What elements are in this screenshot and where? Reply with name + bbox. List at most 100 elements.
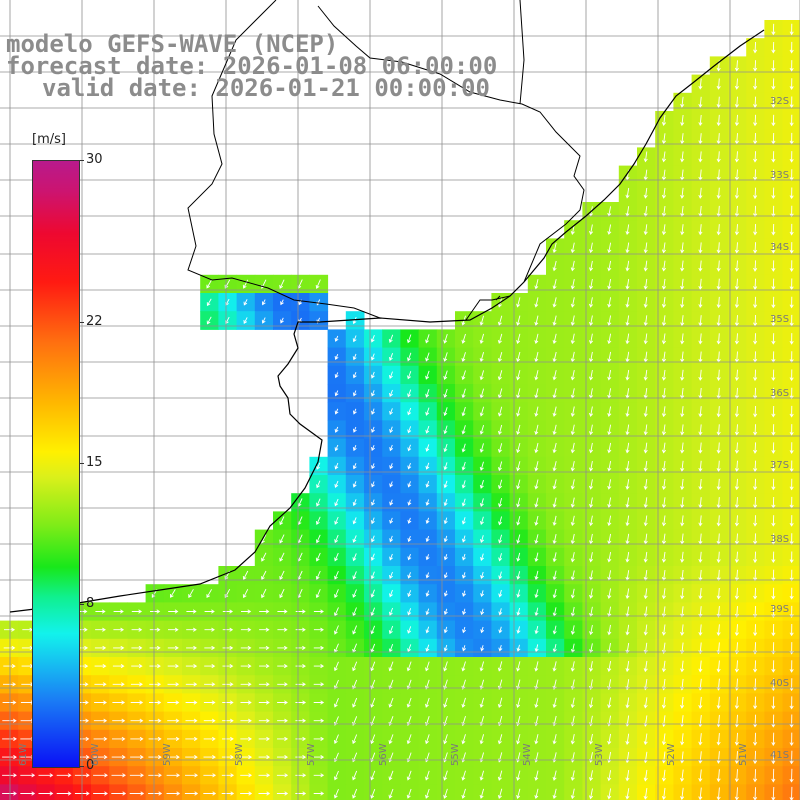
wind-arrow: [407, 352, 412, 362]
wind-arrow: [516, 679, 521, 690]
wind-arrow: [222, 700, 234, 705]
wind-arrow: [734, 587, 739, 600]
wind-arrow: [570, 297, 575, 308]
wind-arrow: [389, 444, 394, 452]
wind-arrow: [315, 552, 321, 562]
wind-arrow: [479, 516, 484, 526]
wind-arrow: [753, 442, 758, 454]
wind-arrow: [479, 479, 484, 489]
wind-arrow: [716, 315, 721, 327]
wind-arrow: [643, 733, 648, 746]
wind-arrow: [552, 351, 557, 363]
wind-arrow: [150, 609, 161, 614]
wind-arrow: [186, 609, 197, 614]
wind-arrow: [625, 187, 630, 199]
wind-arrow: [698, 242, 703, 254]
wind-arrow: [280, 299, 284, 306]
wind-arrow: [315, 516, 321, 525]
wind-arrow: [771, 242, 776, 254]
wind-arrow: [131, 664, 143, 669]
wind-arrow: [407, 626, 412, 634]
wind-arrow: [407, 572, 412, 579]
wind-arrow: [240, 755, 253, 760]
wind-arrow: [333, 734, 339, 744]
wind-arrow: [753, 187, 758, 200]
wind-arrow: [352, 571, 357, 580]
wind-arrow: [753, 587, 758, 600]
wind-arrow: [534, 351, 539, 363]
wind-arrow: [112, 736, 126, 741]
wind-arrow: [370, 770, 376, 781]
wind-arrow: [497, 424, 503, 435]
wind-arrow: [259, 627, 270, 632]
wind-arrow: [716, 242, 721, 254]
wind-arrow: [388, 334, 394, 344]
wind-arrow: [680, 696, 685, 709]
wind-arrow: [552, 552, 557, 563]
wind-arrow: [789, 714, 794, 728]
wind-arrow: [753, 369, 758, 382]
wind-arrow: [516, 788, 521, 800]
wind-arrow: [334, 372, 339, 379]
wind-arrow: [480, 608, 485, 616]
wind-arrow: [221, 773, 235, 778]
wind-arrows: [2, 23, 794, 800]
wind-arrow: [407, 462, 412, 470]
wind-arrow: [771, 442, 776, 454]
wind-arrow: [771, 551, 776, 564]
wind-arrow: [462, 608, 467, 616]
longitude-label: 52W: [666, 743, 677, 766]
wind-arrow: [753, 551, 758, 564]
wind-arrow: [352, 625, 358, 635]
wind-arrow: [734, 497, 739, 509]
wind-speed-cell: [200, 784, 219, 800]
wind-arrow: [461, 352, 466, 363]
wind-arrow: [588, 479, 594, 490]
wind-arrow: [261, 317, 266, 324]
wind-arrow: [479, 461, 484, 471]
wind-arrow: [388, 661, 394, 672]
wind-arrow: [643, 151, 648, 163]
wind-arrow: [516, 297, 521, 308]
wind-arrow: [388, 679, 394, 690]
wind-arrow: [516, 406, 521, 417]
wind-arrow: [277, 682, 288, 687]
wind-arrow: [316, 480, 321, 489]
wind-arrow: [334, 335, 339, 342]
wind-arrow: [352, 317, 357, 325]
wind-arrow: [607, 351, 612, 363]
wind-arrow: [643, 424, 648, 436]
wind-arrow: [570, 351, 575, 363]
wind-arrow: [497, 479, 503, 490]
wind-arrow: [276, 791, 289, 796]
wind-arrow: [588, 461, 594, 472]
wind-arrow: [698, 224, 703, 236]
wind-arrow: [206, 316, 212, 325]
wind-arrow: [352, 734, 358, 745]
wind-arrow: [552, 279, 557, 290]
wind-arrow: [698, 442, 703, 454]
wind-arrow: [680, 551, 685, 563]
wind-arrow: [716, 187, 721, 199]
wind-arrow: [221, 791, 235, 796]
wind-arrow: [625, 406, 630, 418]
wind-arrow: [607, 406, 612, 417]
wind-arrow: [498, 626, 503, 634]
wind-arrow: [371, 481, 375, 488]
wind-arrow: [479, 770, 485, 781]
wind-arrow: [443, 572, 448, 579]
wind-arrow: [497, 315, 503, 326]
wind-arrow: [406, 697, 412, 708]
wind-arrow: [625, 424, 630, 436]
wind-arrow: [371, 499, 375, 506]
wind-arrow: [588, 224, 594, 235]
wind-arrow: [771, 605, 776, 618]
wind-arrow: [789, 460, 794, 473]
wind-arrow: [698, 551, 703, 563]
wind-speed-cell: [109, 784, 128, 800]
wind-arrow: [753, 151, 758, 163]
wind-arrow: [716, 296, 721, 309]
wind-arrow: [753, 732, 758, 746]
wind-arrow: [370, 679, 376, 690]
wind-arrow: [552, 588, 557, 599]
